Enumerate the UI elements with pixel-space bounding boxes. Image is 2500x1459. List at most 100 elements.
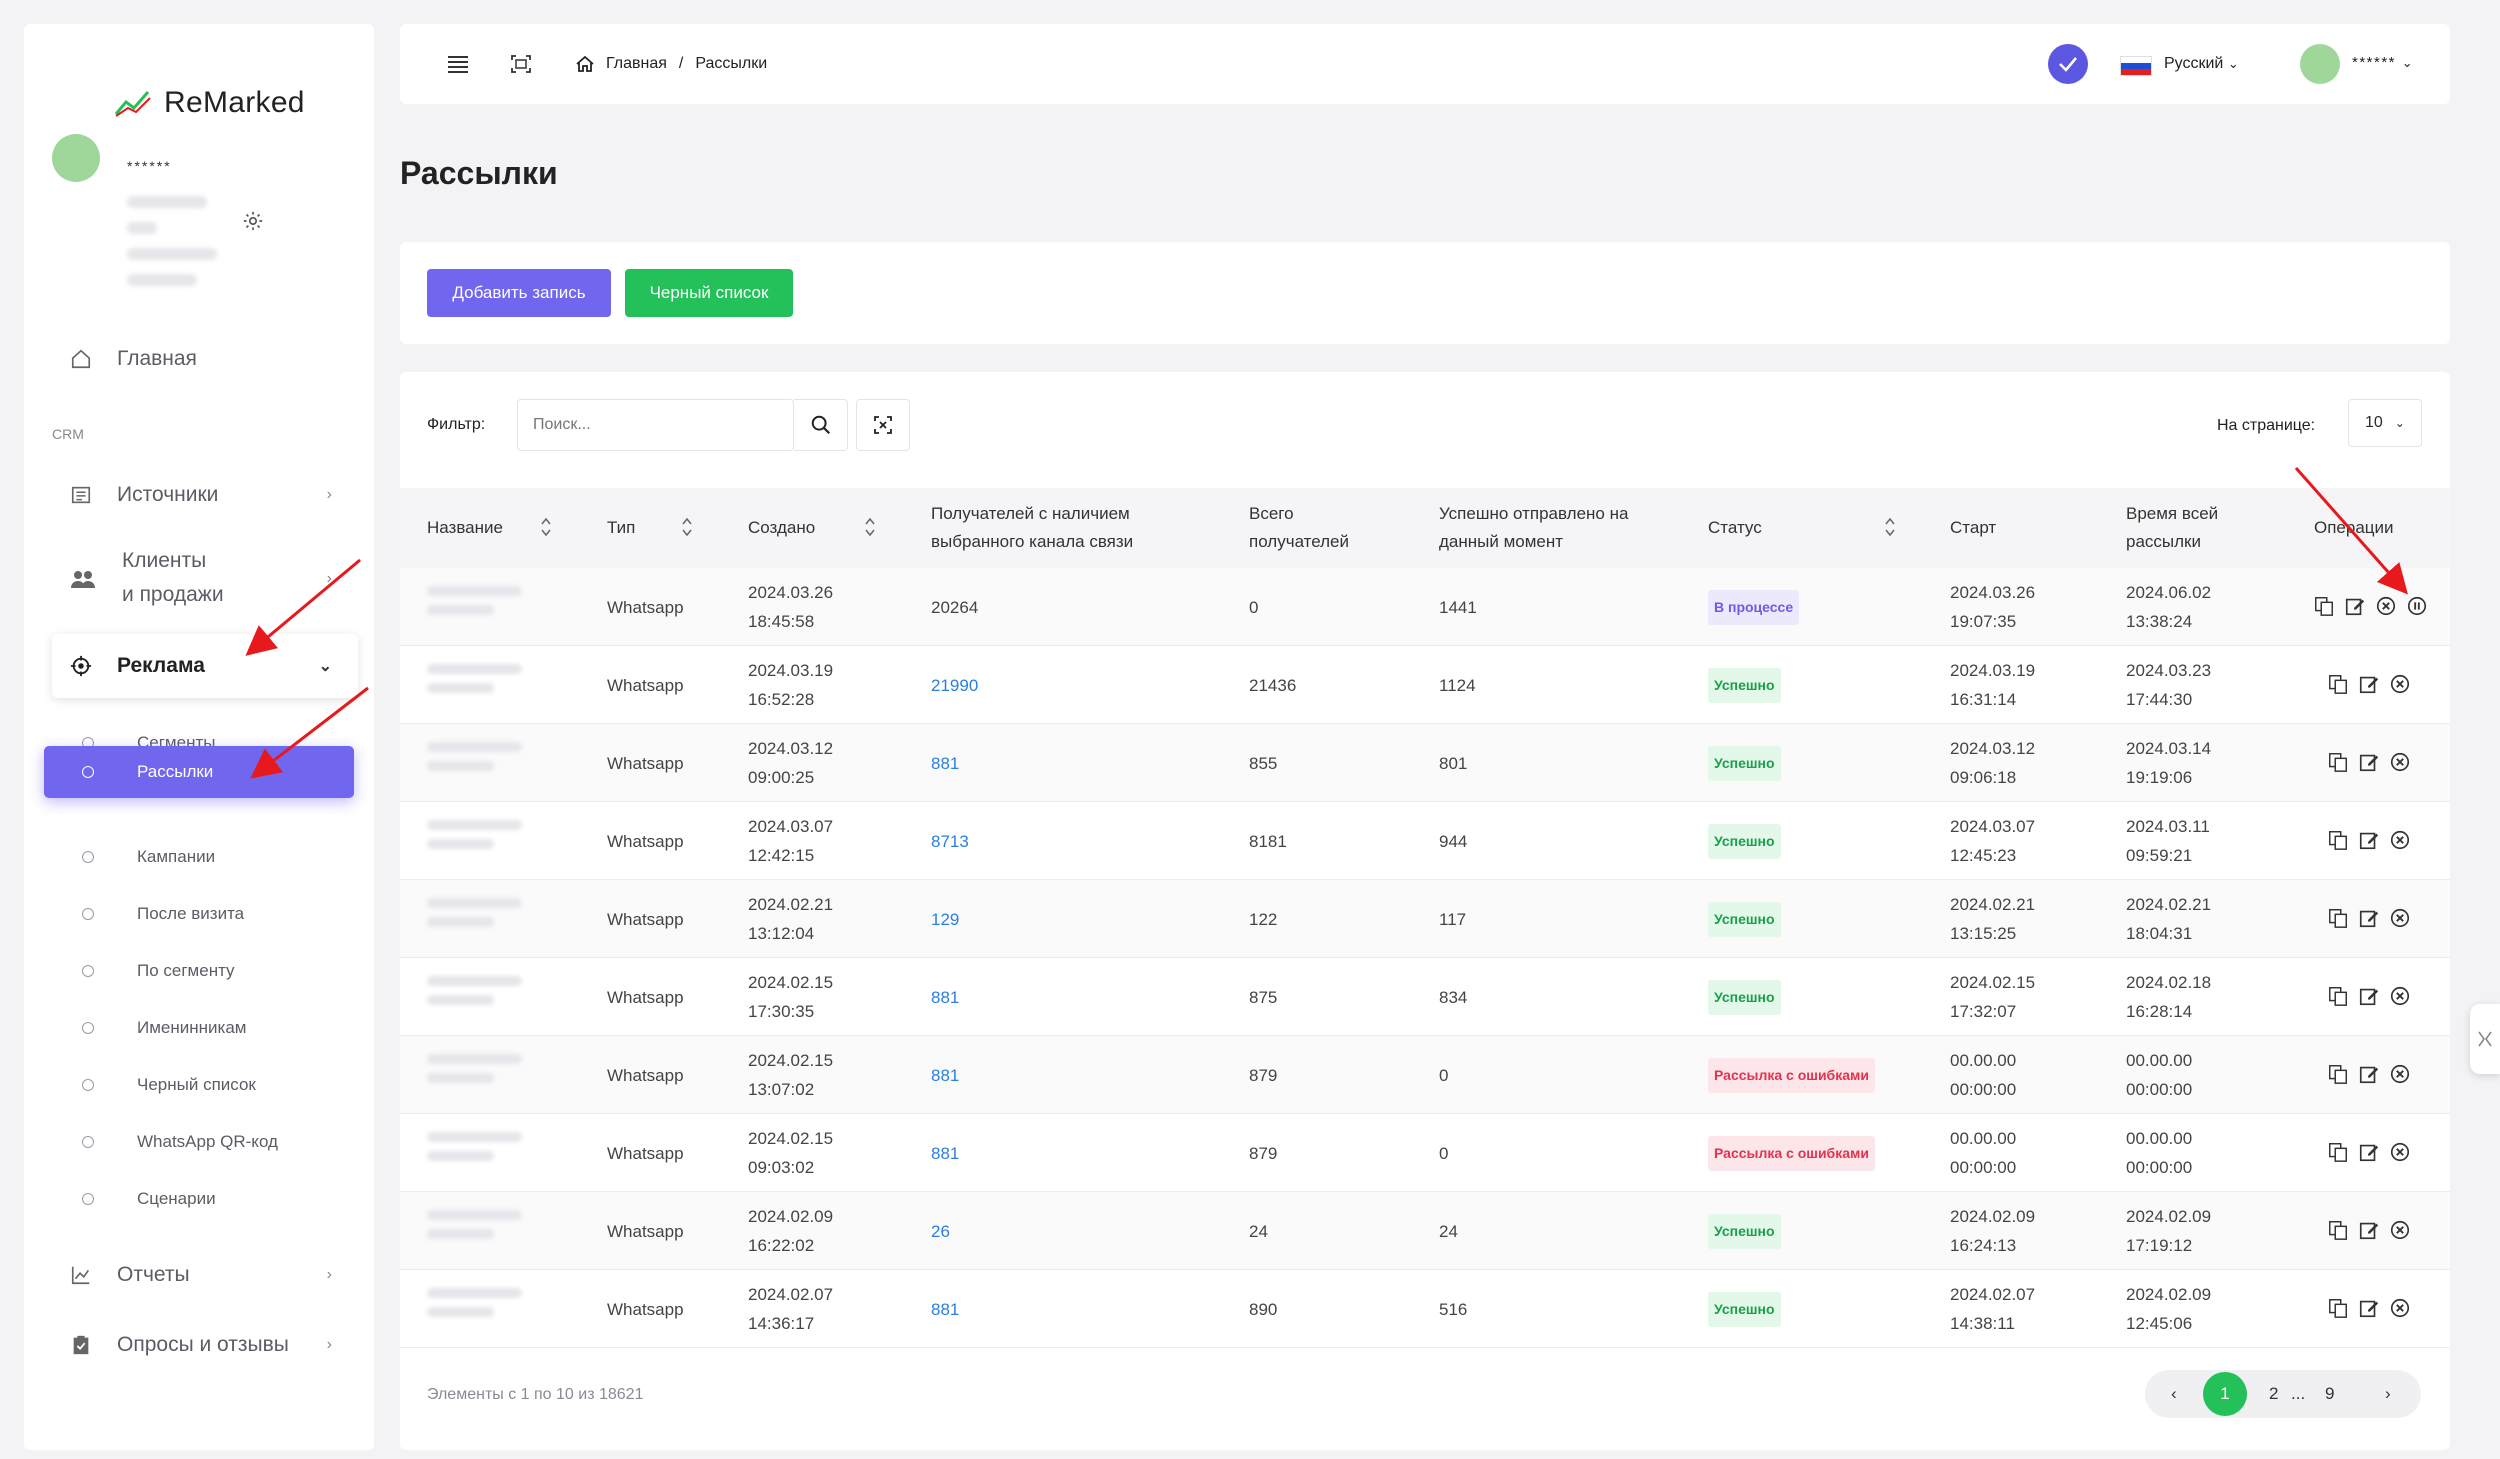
- edit-icon[interactable]: [2344, 595, 2366, 622]
- pause-icon[interactable]: [2406, 595, 2428, 622]
- cell-recipients[interactable]: 881: [931, 987, 960, 1007]
- copy-icon[interactable]: [2327, 751, 2349, 778]
- sort-icon[interactable]: [864, 516, 876, 538]
- mailing-name-blurred[interactable]: [427, 976, 522, 1014]
- sidebar-item-reports[interactable]: Отчеты ›: [52, 1250, 358, 1300]
- column-header-name[interactable]: Название: [427, 488, 503, 568]
- copy-icon[interactable]: [2327, 1063, 2349, 1090]
- copy-icon[interactable]: [2327, 673, 2349, 700]
- mailing-name-blurred[interactable]: [427, 586, 522, 624]
- sidebar-item-home[interactable]: Главная: [52, 334, 358, 384]
- user-menu[interactable]: ****** ⌄: [2352, 54, 2414, 71]
- cell-recipients[interactable]: 881: [931, 1143, 960, 1163]
- mailing-name-blurred[interactable]: [427, 1288, 522, 1326]
- cancel-icon[interactable]: [2375, 595, 2397, 622]
- column-header-created[interactable]: Создано: [748, 488, 815, 568]
- next-page-button[interactable]: ›: [2385, 1384, 2391, 1403]
- column-header-status[interactable]: Статус: [1708, 488, 1762, 568]
- copy-icon[interactable]: [2327, 1141, 2349, 1168]
- cancel-icon[interactable]: [2389, 907, 2411, 934]
- cancel-icon[interactable]: [2389, 829, 2411, 856]
- sidebar-subitem-after-visit[interactable]: После визита: [52, 887, 358, 941]
- cell-total: 21436: [1249, 675, 1297, 695]
- blacklist-button[interactable]: Черный список: [625, 269, 793, 317]
- app-logo[interactable]: ReMarked: [114, 86, 305, 120]
- search-button[interactable]: [794, 399, 848, 451]
- column-header-type[interactable]: Тип: [607, 488, 635, 568]
- chevron-right-icon: ›: [326, 486, 332, 503]
- menu-icon[interactable]: [446, 54, 470, 74]
- per-page-select[interactable]: 10 ⌄: [2348, 399, 2422, 447]
- home-icon[interactable]: [576, 56, 594, 72]
- sidebar-subitem-campaigns[interactable]: Кампании: [52, 830, 358, 884]
- mailing-name-blurred[interactable]: [427, 1210, 522, 1248]
- page-button-last[interactable]: 9: [2325, 1384, 2335, 1403]
- avatar[interactable]: [2300, 44, 2340, 84]
- edit-icon[interactable]: [2358, 1063, 2380, 1090]
- side-panel-toggle[interactable]: [2470, 1004, 2500, 1074]
- search-input[interactable]: [518, 400, 778, 450]
- edit-icon[interactable]: [2358, 1219, 2380, 1246]
- cell-recipients[interactable]: 8713: [931, 831, 969, 851]
- verified-button[interactable]: [2048, 44, 2088, 84]
- mailing-name-blurred[interactable]: [427, 1132, 522, 1170]
- gear-icon[interactable]: [242, 210, 264, 232]
- copy-icon[interactable]: [2327, 1297, 2349, 1324]
- sidebar-subitem-scenarios[interactable]: Сценарии: [52, 1172, 358, 1226]
- cell-recipients[interactable]: 129: [931, 909, 960, 929]
- sidebar-subitem-blacklist[interactable]: Черный список: [52, 1058, 358, 1112]
- table-row: Whatsapp 2024.02.09 16:22:02 26 24 24 Успешно 2…: [400, 1192, 2450, 1270]
- mailing-name-blurred[interactable]: [427, 742, 522, 780]
- page-button-2[interactable]: 2: [2269, 1384, 2279, 1403]
- sidebar-subitem-birthdays[interactable]: Именинникам: [52, 1001, 358, 1055]
- sidebar-subitem-whatsapp-qr[interactable]: WhatsApp QR-код: [52, 1115, 358, 1169]
- sort-icon[interactable]: [1884, 516, 1896, 538]
- copy-icon[interactable]: [2327, 907, 2349, 934]
- cancel-icon[interactable]: [2389, 1141, 2411, 1168]
- edit-icon[interactable]: [2358, 985, 2380, 1012]
- edit-icon[interactable]: [2358, 751, 2380, 778]
- cancel-icon[interactable]: [2389, 673, 2411, 700]
- cell-recipients[interactable]: 26: [931, 1221, 950, 1241]
- sidebar-subitem-mailings[interactable]: Рассылки: [44, 746, 354, 798]
- cell-recipients[interactable]: 21990: [931, 675, 979, 695]
- page-button-current[interactable]: 1: [2203, 1372, 2247, 1416]
- copy-icon[interactable]: [2327, 829, 2349, 856]
- copy-icon[interactable]: [2313, 595, 2335, 622]
- row-operations: [2327, 985, 2411, 1012]
- copy-icon[interactable]: [2327, 985, 2349, 1012]
- cancel-icon[interactable]: [2389, 1219, 2411, 1246]
- breadcrumb-home[interactable]: Главная: [606, 55, 667, 72]
- sidebar-item-ads[interactable]: Реклама ⌄: [52, 634, 358, 698]
- sort-icon[interactable]: [540, 516, 552, 538]
- mailing-name-blurred[interactable]: [427, 820, 522, 858]
- mailing-name-blurred[interactable]: [427, 664, 522, 702]
- mailing-name-blurred[interactable]: [427, 1054, 522, 1092]
- edit-icon[interactable]: [2358, 673, 2380, 700]
- sidebar-item-clients[interactable]: Клиенты и продажи ›: [52, 544, 358, 614]
- edit-icon[interactable]: [2358, 1141, 2380, 1168]
- cancel-icon[interactable]: [2389, 985, 2411, 1012]
- sort-icon[interactable]: [681, 516, 693, 538]
- add-record-button[interactable]: Добавить запись: [427, 269, 611, 317]
- sidebar-item-sources[interactable]: Источники ›: [52, 470, 358, 520]
- cancel-icon[interactable]: [2389, 1297, 2411, 1324]
- edit-icon[interactable]: [2358, 907, 2380, 934]
- russia-flag-icon[interactable]: [2120, 56, 2152, 76]
- reset-filter-button[interactable]: [856, 399, 910, 451]
- edit-icon[interactable]: [2358, 829, 2380, 856]
- cancel-icon[interactable]: [2389, 1063, 2411, 1090]
- cancel-icon[interactable]: [2389, 751, 2411, 778]
- cell-recipients[interactable]: 881: [931, 753, 960, 773]
- cell-recipients[interactable]: 881: [931, 1299, 960, 1319]
- language-selector[interactable]: Русский ⌄: [2164, 55, 2239, 73]
- avatar[interactable]: [52, 134, 100, 182]
- cell-recipients[interactable]: 881: [931, 1065, 960, 1085]
- mailing-name-blurred[interactable]: [427, 898, 522, 936]
- fullscreen-icon[interactable]: [510, 54, 532, 74]
- sidebar-subitem-by-segment[interactable]: По сегменту: [52, 944, 358, 998]
- copy-icon[interactable]: [2327, 1219, 2349, 1246]
- edit-icon[interactable]: [2358, 1297, 2380, 1324]
- prev-page-button[interactable]: ‹: [2171, 1384, 2177, 1403]
- sidebar-item-surveys[interactable]: Опросы и отзывы ›: [52, 1320, 358, 1370]
